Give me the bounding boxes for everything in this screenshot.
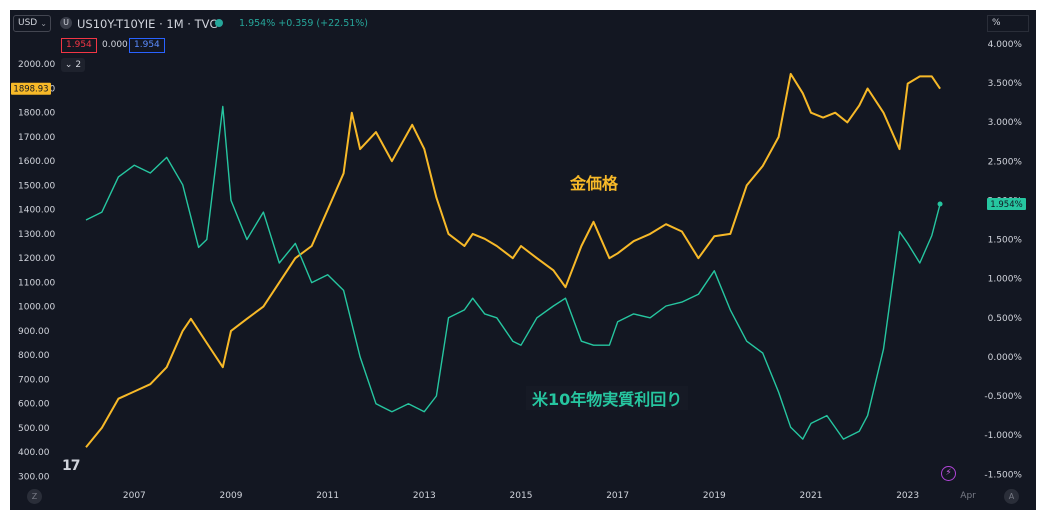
right-axis-tick-label: 4.000% <box>988 40 1023 50</box>
gold-series-label: 金価格 <box>570 174 619 193</box>
x-axis-tick-label: 2017 <box>606 491 629 501</box>
buy-price-button[interactable]: 1.954 <box>129 38 165 53</box>
left-axis-tick-label: 1700.00 <box>18 133 55 143</box>
x-axis-tick-label: 2013 <box>413 491 436 501</box>
x-axis-tick-label: 2023 <box>896 491 919 501</box>
x-axis-tick-label: 2009 <box>220 491 243 501</box>
x-axis-tick-label: 2015 <box>510 491 533 501</box>
right-axis-unit[interactable]: % <box>987 15 1029 32</box>
spread-value: 0.000 <box>102 40 128 50</box>
sell-price-button[interactable]: 1.954 <box>61 38 97 53</box>
x-axis-tick-label: 2021 <box>800 491 823 501</box>
right-axis-tick-label: -1.500% <box>984 470 1022 480</box>
left-axis-tick-label: 1100.00 <box>18 278 55 288</box>
real-yield-line <box>85 105 941 440</box>
x-axis-tick-label: Apr <box>960 491 976 501</box>
chart-container[interactable]: 300.00 400.00 500.00 600.00 700.00 800.00 900.… <box>10 10 1036 510</box>
last-change: 1.954% +0.359 (+22.51%) <box>239 18 369 29</box>
left-axis-tick-label: 1600.00 <box>18 157 55 167</box>
left-axis-tick-label: 1400.00 <box>18 206 55 216</box>
x-axis-tick-label: 2019 <box>703 491 726 501</box>
gold-price-line <box>85 72 941 448</box>
left-axis-tick-label: 1000.00 <box>18 303 55 313</box>
right-axis-tick-label: -0.500% <box>984 392 1022 402</box>
chevron-down-icon: ⌄ <box>40 19 47 28</box>
yield-current-value-text: 1.954% <box>990 200 1022 210</box>
left-axis-tick-label: 500.00 <box>18 424 50 434</box>
right-axis-tick-label: -1.000% <box>984 431 1022 441</box>
zoom-button[interactable]: Z <box>27 489 42 504</box>
left-axis-tick-label: 2000.00 <box>18 60 55 70</box>
tradingview-logo[interactable]: 17 <box>62 458 81 474</box>
right-axis-tick-label: 2.500% <box>988 157 1023 167</box>
market-status-icon <box>215 19 223 27</box>
currency-label: USD <box>18 18 38 28</box>
indicator-count: 2 <box>75 60 82 70</box>
right-axis-tick-label: 0.500% <box>988 314 1023 324</box>
left-axis-tick-label: 600.00 <box>18 400 50 410</box>
yield-last-point <box>937 201 943 207</box>
yield-current-value-tag <box>987 198 1026 211</box>
right-axis-tick-label: 1.000% <box>988 275 1023 285</box>
gold-current-price-tag <box>11 82 51 95</box>
indicator-toggle-button[interactable]: ⌄ 2 <box>61 58 85 72</box>
right-axis-tick-label: 3.500% <box>988 79 1023 89</box>
left-axis-tick-label: 700.00 <box>18 375 50 385</box>
left-axis-tick-label: 900.00 <box>18 327 50 337</box>
right-axis-tick-label: 1.500% <box>988 236 1023 246</box>
left-axis-tick-label: 1300.00 <box>18 230 55 240</box>
currency-select[interactable]: USD ⌄ <box>13 15 51 32</box>
left-axis-tick-label: 1800.00 <box>18 109 55 119</box>
chart-canvas[interactable]: 300.00 400.00 500.00 600.00 700.00 800.00 900.… <box>10 10 1036 510</box>
right-axis-tick-label: 3.000% <box>988 118 1023 128</box>
auto-scale-button[interactable]: A <box>1004 489 1019 504</box>
left-axis-tick-label: 1500.00 <box>18 181 55 191</box>
symbol-title[interactable]: US10Y-T10YIE · 1M · TVC <box>77 17 218 31</box>
symbol-icon: U <box>60 17 72 29</box>
right-axis-tick-label: 0.000% <box>988 353 1023 363</box>
left-axis-tick-label: 400.00 <box>18 448 50 458</box>
x-axis-tick-label: 2007 <box>123 491 146 501</box>
lightning-icon[interactable]: ⚡ <box>941 466 956 481</box>
chevron-down-icon: ⌄ <box>64 60 76 70</box>
yield-series-label: 米10年物実質利回り <box>526 386 689 410</box>
left-axis-tick-label: 300.00 <box>18 472 50 482</box>
left-axis-tick-label: 800.00 <box>18 351 50 361</box>
left-axis-tick-label: 1200.00 <box>18 254 55 264</box>
gold-current-price-text: 1898.93 <box>13 85 48 95</box>
x-axis-tick-label: 2011 <box>316 491 339 501</box>
